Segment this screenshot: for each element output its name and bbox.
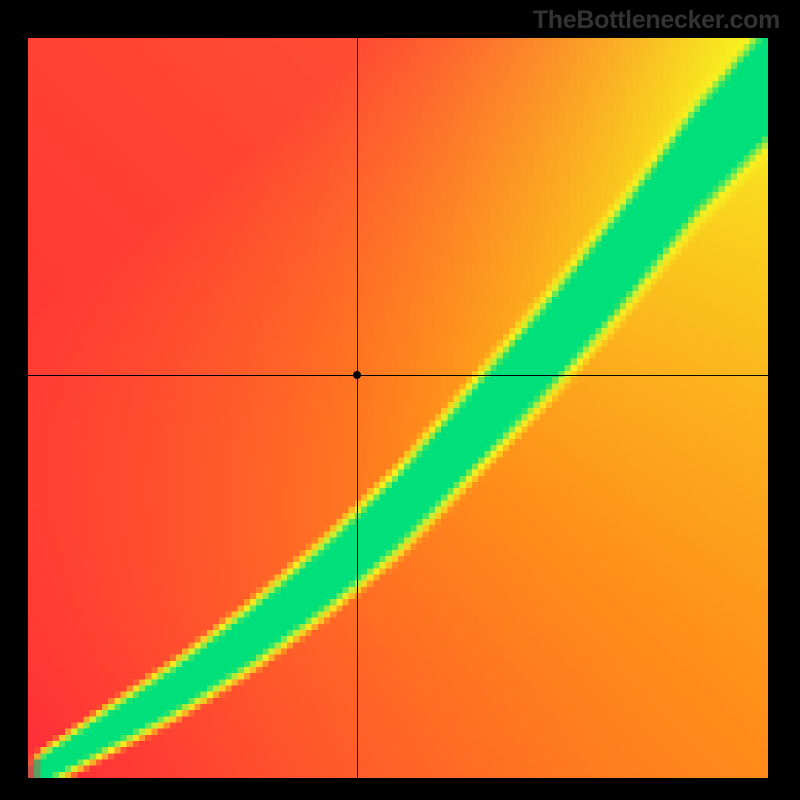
heatmap-plot [28, 38, 768, 778]
heatmap-canvas [28, 38, 768, 778]
watermark-text: TheBottlenecker.com [533, 6, 780, 35]
crosshair-dot [353, 371, 361, 379]
crosshair-horizontal [28, 375, 768, 376]
crosshair-vertical [357, 38, 358, 778]
